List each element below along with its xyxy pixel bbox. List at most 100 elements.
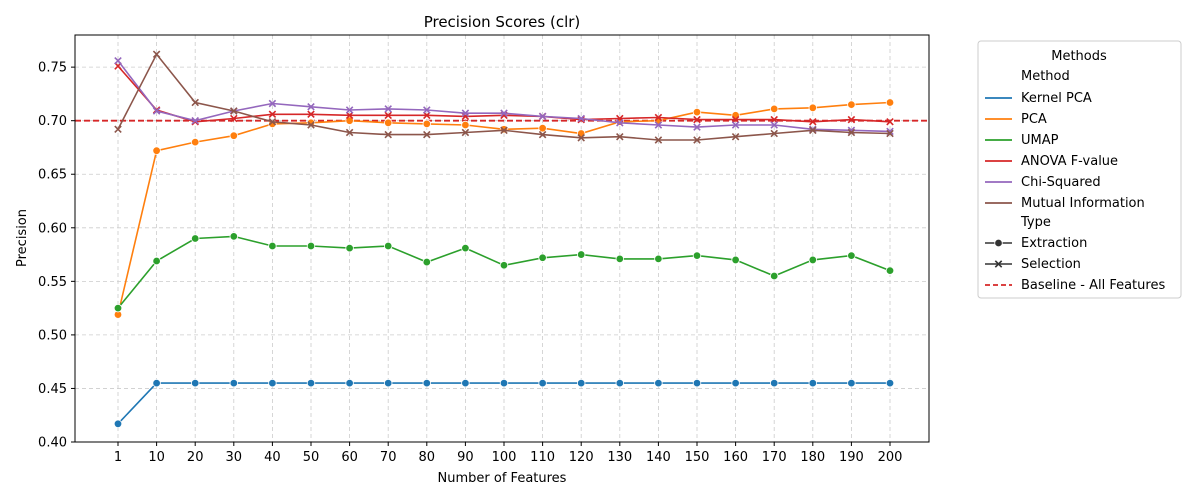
data-point-kernel-pca xyxy=(692,378,702,388)
data-point-chi-squared xyxy=(384,105,392,113)
data-point-mutual-information xyxy=(847,128,856,137)
data-point-umap xyxy=(885,266,895,275)
data-point-umap xyxy=(654,254,663,264)
y-tick-label: 0.55 xyxy=(38,275,67,290)
data-point-chi-squared xyxy=(500,109,508,117)
data-point-mutual-information xyxy=(114,125,122,134)
data-point-chi-squared xyxy=(423,106,431,114)
legend-label-anova-f-value: ANOVA F-value xyxy=(1021,154,1118,169)
x-axis-title: Number of Features xyxy=(438,471,567,486)
data-point-pca xyxy=(190,137,200,147)
data-point-pca xyxy=(692,107,702,117)
data-point-umap xyxy=(692,251,702,260)
data-point-umap xyxy=(808,255,817,265)
data-point-anova-f-value xyxy=(809,117,817,126)
data-point-mutual-information xyxy=(731,132,740,141)
data-point-umap xyxy=(499,261,509,270)
data-point-chi-squared xyxy=(693,123,701,131)
data-point-mutual-information xyxy=(230,107,238,115)
data-point-chi-squared xyxy=(268,99,277,108)
series-pca xyxy=(113,98,895,319)
data-point-chi-squared xyxy=(345,106,354,114)
data-point-umap xyxy=(229,232,238,241)
data-point-umap xyxy=(384,241,393,251)
data-point-chi-squared xyxy=(654,121,663,129)
x-tick-label: 70 xyxy=(380,450,397,465)
data-point-mutual-information xyxy=(191,98,199,107)
legend-type-label-extraction: Extraction xyxy=(1021,236,1087,251)
legend-title: Methods xyxy=(1051,49,1107,64)
data-point-anova-f-value xyxy=(230,114,238,123)
legend-baseline-entry: Baseline - All Features xyxy=(985,278,1165,293)
x-tick-label: 90 xyxy=(457,450,474,465)
chart-title: Precision Scores (clr) xyxy=(424,13,581,31)
x-tick-label: 200 xyxy=(878,450,903,465)
legend-label-mutual-information: Mutual Information xyxy=(1021,196,1145,211)
x-tick-label: 180 xyxy=(800,450,825,465)
y-tick-label: 0.75 xyxy=(38,61,67,76)
data-point-pca xyxy=(345,116,354,125)
y-axis-title: Precision xyxy=(15,209,30,267)
data-point-kernel-pca xyxy=(731,378,740,388)
data-point-mutual-information xyxy=(770,129,778,138)
data-point-pca xyxy=(885,98,895,107)
y-tick-label: 0.70 xyxy=(38,114,67,129)
data-point-chi-squared xyxy=(731,121,740,129)
y-axis-ticks: 0.40 0.45 0.50 0.55 0.60 0.65 0.70 0.75 xyxy=(38,61,75,451)
x-tick-label: 60 xyxy=(341,450,358,465)
data-point-mutual-information xyxy=(577,134,585,142)
y-tick-label: 0.60 xyxy=(38,221,67,236)
data-point-kernel-pca xyxy=(268,378,277,388)
data-point-umap xyxy=(345,243,354,253)
x-tick-label: 140 xyxy=(646,450,671,465)
x-tick-label: 130 xyxy=(607,450,632,465)
x-tick-label: 120 xyxy=(569,450,594,465)
data-point-kernel-pca xyxy=(770,378,779,388)
legend-box xyxy=(977,40,1182,299)
y-tick-label: 0.50 xyxy=(38,328,67,343)
data-point-umap xyxy=(731,255,740,265)
data-point-chi-squared xyxy=(538,112,547,121)
x-tick-label: 30 xyxy=(226,450,243,465)
data-point-chi-squared xyxy=(770,121,778,129)
legend-type-entries: Extraction Selection xyxy=(985,236,1087,272)
data-point-mutual-information xyxy=(423,130,431,139)
y-tick-label: 0.65 xyxy=(38,168,67,183)
y-tick-label: 0.45 xyxy=(38,382,67,397)
data-point-anova-f-value xyxy=(886,117,894,126)
data-point-kernel-pca xyxy=(847,378,856,388)
data-point-anova-f-value xyxy=(384,111,392,120)
data-point-chi-squared xyxy=(616,119,624,127)
data-point-mutual-information xyxy=(809,126,817,135)
x-tick-label: 20 xyxy=(187,450,204,465)
data-point-mutual-information xyxy=(538,130,547,139)
data-point-chi-squared xyxy=(114,56,122,65)
data-point-anova-f-value xyxy=(693,115,701,124)
data-point-mutual-information xyxy=(886,129,894,138)
data-point-kernel-pca xyxy=(229,378,238,388)
data-point-chi-squared xyxy=(307,102,315,111)
data-point-mutual-information xyxy=(500,126,508,135)
data-point-mutual-information xyxy=(693,136,701,144)
legend: Methods Method Kernel PCA PCA UMAP ANOVA F-… xyxy=(977,40,1182,299)
legend-type-label-selection: Selection xyxy=(1021,257,1081,272)
series-umap xyxy=(113,232,895,313)
legend-method-header: Method xyxy=(1021,69,1070,84)
data-point-umap xyxy=(190,234,200,243)
data-point-kernel-pca xyxy=(306,378,316,388)
data-point-kernel-pca xyxy=(152,378,161,388)
data-point-umap xyxy=(615,254,624,264)
legend-baseline-label: Baseline - All Features xyxy=(1021,278,1165,293)
data-point-mutual-information xyxy=(307,121,315,129)
data-point-umap xyxy=(422,257,431,267)
data-point-kernel-pca xyxy=(461,378,470,388)
data-point-umap xyxy=(538,253,547,262)
series-mutual-information xyxy=(114,50,894,144)
data-point-pca xyxy=(538,123,547,133)
plot-area-frame xyxy=(74,34,930,443)
data-point-chi-squared xyxy=(191,116,199,125)
data-point-umap xyxy=(461,243,470,253)
data-point-kernel-pca xyxy=(190,378,200,388)
x-tick-label: 160 xyxy=(723,450,748,465)
